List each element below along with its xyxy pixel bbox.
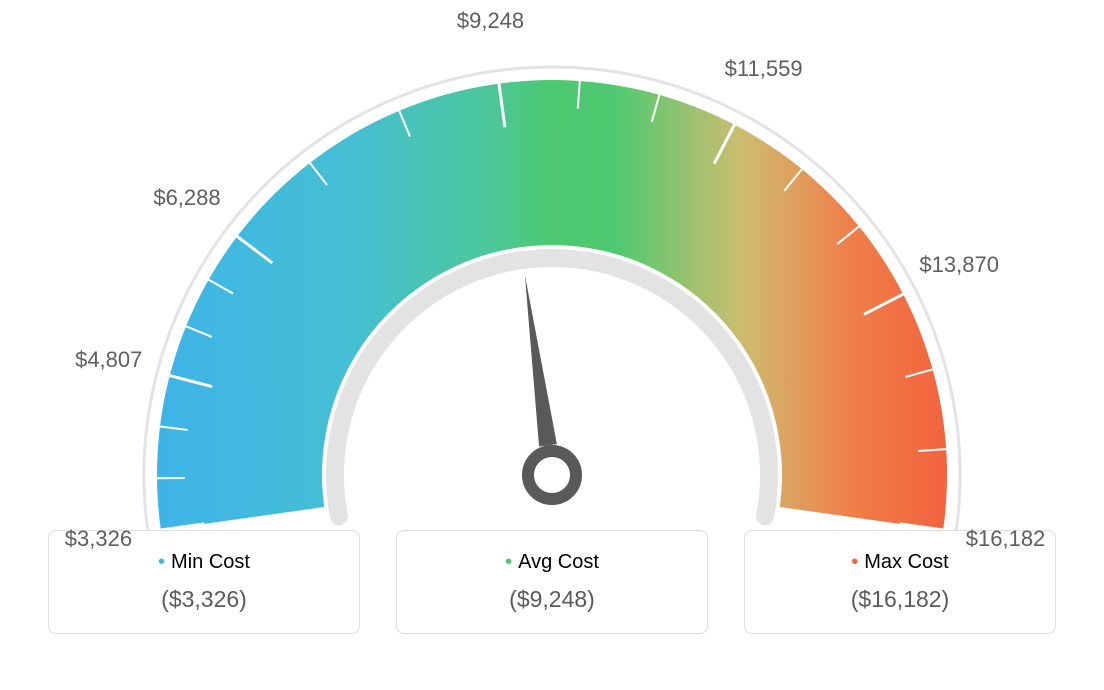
legend-value-avg: ($9,248): [397, 586, 707, 613]
gauge-tick-label: $13,870: [919, 252, 999, 278]
legend-title-text: Max Cost: [864, 551, 948, 573]
gauge-tick-label: $4,807: [75, 347, 142, 373]
legend-value-max: ($16,182): [745, 586, 1055, 613]
legend-title-text: Min Cost: [171, 551, 250, 573]
legend-row: • Min Cost ($3,326) • Avg Cost ($9,248) • M…: [0, 530, 1104, 634]
legend-title-avg: • Avg Cost: [397, 551, 707, 574]
legend-title-text: Avg Cost: [518, 551, 599, 573]
dot-icon: •: [158, 551, 165, 573]
gauge-tick-label: $9,248: [457, 8, 524, 34]
gauge-tick-label: $6,288: [153, 185, 220, 211]
legend-title-max: • Max Cost: [745, 551, 1055, 574]
gauge-tick-label: $11,559: [725, 56, 803, 82]
dot-icon: •: [851, 551, 858, 573]
legend-card-avg: • Avg Cost ($9,248): [396, 530, 708, 634]
gauge-chart: $3,326$4,807$6,288$9,248$11,559$13,870$1…: [0, 0, 1104, 530]
legend-title-min: • Min Cost: [49, 551, 359, 574]
gauge-tick-label: $16,182: [966, 526, 1046, 552]
legend-value-min: ($3,326): [49, 586, 359, 613]
dot-icon: •: [505, 551, 512, 573]
gauge-tick-label: $3,326: [65, 526, 132, 552]
